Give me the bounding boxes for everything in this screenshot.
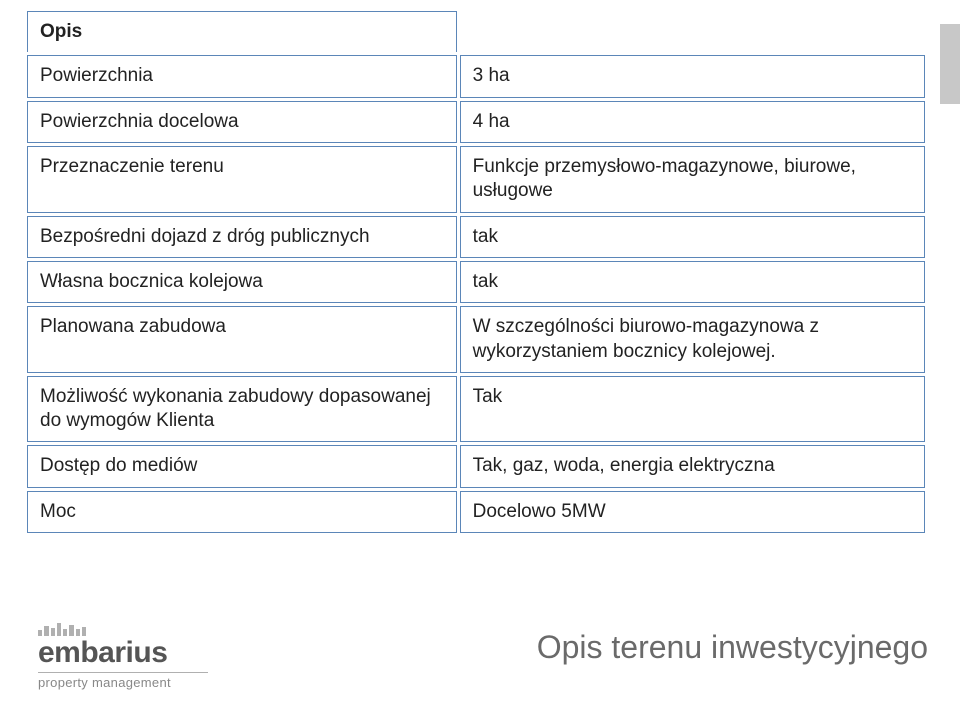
row-label: Dostęp do mediów	[27, 445, 457, 487]
row-value: Docelowo 5MW	[460, 491, 925, 533]
brand-name: embarius	[38, 638, 208, 668]
brand-divider	[38, 672, 208, 674]
brand-tagline: property management	[38, 675, 208, 690]
row-value: 4 ha	[460, 101, 925, 143]
brand-bars-icon	[38, 622, 86, 636]
row-value: W szczególności biurowo-magazynowa z wyk…	[460, 306, 925, 373]
row-label: Możliwość wykonania zabudowy dopasowanej…	[27, 376, 457, 443]
table-row: Możliwość wykonania zabudowy dopasowanej…	[27, 376, 925, 443]
row-value: Tak, gaz, woda, energia elektryczna	[460, 445, 925, 487]
row-label: Przeznaczenie terenu	[27, 146, 457, 213]
side-accent-bar	[940, 24, 960, 104]
page: Opis Powierzchnia 3 ha Powierzchnia doce…	[0, 0, 960, 720]
spec-table-container: Opis Powierzchnia 3 ha Powierzchnia doce…	[24, 8, 928, 536]
page-title: Opis terenu inwestycyjnego	[537, 629, 928, 666]
row-label: Bezpośredni dojazd z dróg publicznych	[27, 216, 457, 258]
table-row: Bezpośredni dojazd z dróg publicznych ta…	[27, 216, 925, 258]
row-value: tak	[460, 261, 925, 303]
table-row: Moc Docelowo 5MW	[27, 491, 925, 533]
table-row: Dostęp do mediów Tak, gaz, woda, energia…	[27, 445, 925, 487]
table-header-label: Opis	[27, 11, 457, 52]
row-label: Planowana zabudowa	[27, 306, 457, 373]
row-value: Funkcje przemysłowo-magazynowe, biurowe,…	[460, 146, 925, 213]
row-label: Powierzchnia	[27, 55, 457, 97]
row-value: tak	[460, 216, 925, 258]
table-row: Powierzchnia docelowa 4 ha	[27, 101, 925, 143]
table-row: Planowana zabudowa W szczególności biuro…	[27, 306, 925, 373]
table-row: Powierzchnia 3 ha	[27, 55, 925, 97]
table-header-spacer	[460, 11, 925, 52]
table-row: Przeznaczenie terenu Funkcje przemysłowo…	[27, 146, 925, 213]
spec-table: Opis Powierzchnia 3 ha Powierzchnia doce…	[24, 8, 928, 536]
row-value: Tak	[460, 376, 925, 443]
row-value: 3 ha	[460, 55, 925, 97]
row-label: Powierzchnia docelowa	[27, 101, 457, 143]
row-label: Moc	[27, 491, 457, 533]
table-row: Własna bocznica kolejowa tak	[27, 261, 925, 303]
row-label: Własna bocznica kolejowa	[27, 261, 457, 303]
brand-logo: embarius property management	[38, 622, 208, 691]
table-header-row: Opis	[27, 11, 925, 52]
